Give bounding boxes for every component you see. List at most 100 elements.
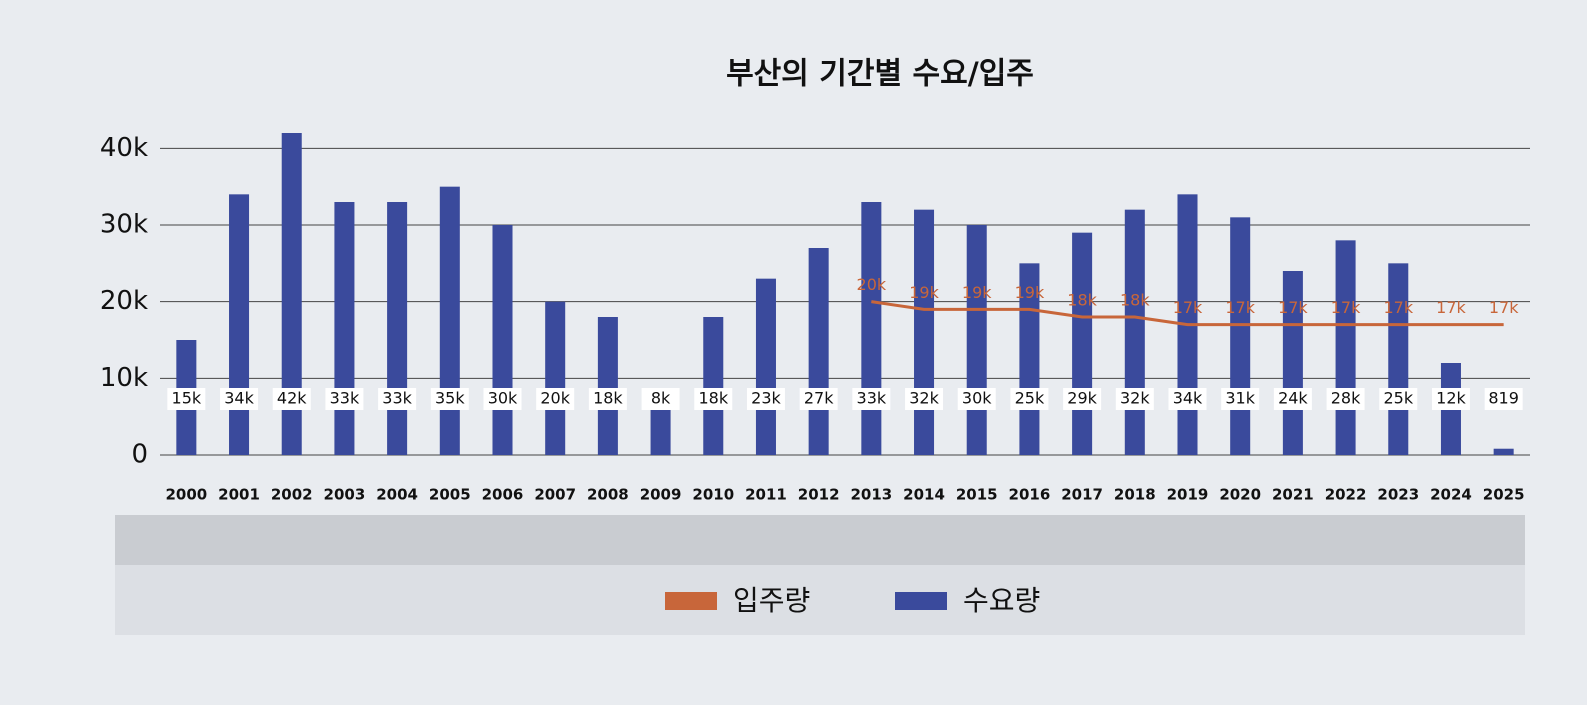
bar <box>1072 232 1093 455</box>
data-label: 17k <box>1383 298 1413 317</box>
x-tick-label: 2000 <box>165 486 207 504</box>
data-label: 33k <box>330 389 360 408</box>
data-label: 8k <box>651 389 671 408</box>
data-label: 17k <box>1225 298 1255 317</box>
bar <box>1493 448 1514 455</box>
bar <box>597 317 618 455</box>
data-label: 18k <box>698 389 728 408</box>
chart-title: 부산의 기간별 수요/입주 <box>726 57 1034 92</box>
data-label: 33k <box>382 389 412 408</box>
x-tick-label: 2023 <box>1377 486 1419 504</box>
x-tick-label: 2021 <box>1272 486 1314 504</box>
x-tick-label: 2007 <box>534 486 576 504</box>
data-label: 12k <box>1436 389 1466 408</box>
bar <box>492 225 513 455</box>
y-tick-label: 0 <box>131 440 148 470</box>
x-tick-label: 2009 <box>640 486 682 504</box>
x-tick-label: 2006 <box>482 486 524 504</box>
data-label: 33k <box>857 389 887 408</box>
data-label: 31k <box>1225 389 1255 408</box>
data-label: 29k <box>1067 389 1097 408</box>
data-label: 17k <box>1436 298 1466 317</box>
x-tick-label: 2011 <box>745 486 787 504</box>
data-label: 32k <box>909 389 939 408</box>
bar <box>334 202 355 455</box>
bar <box>387 202 408 455</box>
legend-swatch <box>665 592 717 610</box>
label-bg <box>694 388 733 410</box>
label-bg <box>1221 388 1260 410</box>
x-tick-label: 2005 <box>429 486 471 504</box>
x-tick-label: 2020 <box>1219 486 1261 504</box>
data-label: 15k <box>172 389 202 408</box>
data-label: 42k <box>277 389 307 408</box>
label-bg <box>272 388 311 410</box>
x-tick-label: 2014 <box>903 486 945 504</box>
line <box>871 300 1504 327</box>
data-label: 17k <box>1173 298 1203 317</box>
label-bg <box>1115 388 1154 410</box>
x-tick-label: 2017 <box>1061 486 1103 504</box>
x-tick-label: 2004 <box>376 486 418 504</box>
bar <box>1230 217 1251 455</box>
bar <box>439 186 460 455</box>
y-tick-label: 30k <box>100 210 148 240</box>
x-tick-label: 2003 <box>324 486 366 504</box>
x-tick-label: 2016 <box>1009 486 1051 504</box>
data-label: 19k <box>1015 283 1045 302</box>
x-tick-label: 2001 <box>218 486 260 504</box>
bar <box>1124 209 1145 455</box>
label-bg <box>378 388 417 410</box>
label-bg <box>1484 388 1523 410</box>
x-tick-label: 2022 <box>1325 486 1367 504</box>
label-bg <box>220 388 259 410</box>
data-label: 32k <box>1120 389 1150 408</box>
label-bg <box>1379 388 1418 410</box>
label-bg <box>746 388 785 410</box>
data-label: 18k <box>593 389 623 408</box>
data-label: 25k <box>1015 389 1045 408</box>
data-label: 24k <box>1278 389 1308 408</box>
label-bg <box>1010 388 1049 410</box>
y-tick-label: 40k <box>100 133 148 163</box>
data-label: 19k <box>909 283 939 302</box>
label-bg <box>799 388 838 410</box>
x-tick-label: 2025 <box>1483 486 1525 504</box>
data-label: 17k <box>1331 298 1361 317</box>
bar <box>861 202 882 455</box>
bar <box>755 278 776 455</box>
label-bg <box>957 388 996 410</box>
y-tick-label: 10k <box>100 363 148 393</box>
x-tick-label: 2015 <box>956 486 998 504</box>
data-label: 35k <box>435 389 465 408</box>
data-label: 34k <box>1173 389 1203 408</box>
data-label: 18k <box>1120 291 1150 310</box>
x-tick-label: 2013 <box>850 486 892 504</box>
x-tick-label: 2012 <box>798 486 840 504</box>
data-label: 18k <box>1067 291 1097 310</box>
x-tick-label: 2010 <box>692 486 734 504</box>
label-bg <box>1431 388 1470 410</box>
data-label: 30k <box>962 389 992 408</box>
legend-swatch <box>895 592 947 610</box>
label-bg <box>1326 388 1365 410</box>
data-label: 17k <box>1278 298 1308 317</box>
label-bg <box>588 388 627 410</box>
label-bg <box>536 388 575 410</box>
data-label: 19k <box>962 283 992 302</box>
bar <box>1388 263 1409 455</box>
label-bg <box>1168 388 1207 410</box>
data-label: 27k <box>804 389 834 408</box>
label-bg <box>1063 388 1102 410</box>
data-label: 20k <box>857 275 887 294</box>
legend-label: 수요량 <box>963 584 1040 617</box>
bar <box>1335 240 1356 455</box>
bar <box>703 317 724 455</box>
data-label: 17k <box>1489 298 1519 317</box>
x-tick-label: 2018 <box>1114 486 1156 504</box>
label-bg <box>430 388 469 410</box>
band <box>115 515 1525 565</box>
label-bg <box>483 388 522 410</box>
label-bg <box>641 388 680 410</box>
